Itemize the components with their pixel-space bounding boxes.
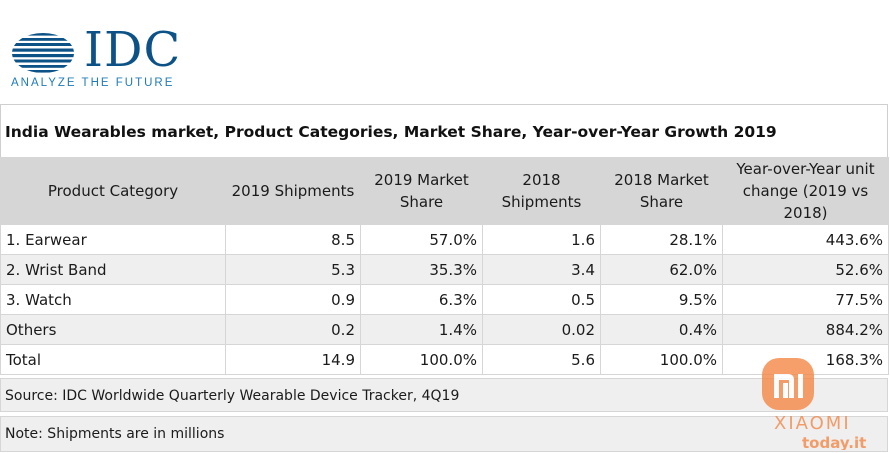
table-cell: 1. Earwear <box>0 224 226 255</box>
table-cell: 57.0% <box>360 224 483 255</box>
column-header: 2019 Shipments <box>225 157 361 225</box>
table-cell: 100.0% <box>600 344 723 375</box>
table-cell: 28.1% <box>600 224 723 255</box>
table-cell: 443.6% <box>722 224 889 255</box>
column-header: Product Category <box>0 157 226 225</box>
table-row: 3. Watch 0.9 6.3% 0.5 9.5% 77.5% <box>0 284 889 315</box>
table-row: 1. Earwear 8.5 57.0% 1.6 28.1% 443.6% <box>0 224 889 255</box>
table-cell: 0.9 <box>225 284 361 315</box>
table-title: India Wearables market, Product Categori… <box>5 123 777 141</box>
table-cell: 3. Watch <box>0 284 226 315</box>
watermark-site: today.it <box>802 434 866 450</box>
table-title-bar: India Wearables market, Product Categori… <box>0 104 888 158</box>
table-cell: 62.0% <box>600 254 723 285</box>
table-row: Others 0.2 1.4% 0.02 0.4% 884.2% <box>0 314 889 345</box>
table-cell: 35.3% <box>360 254 483 285</box>
table-cell: 0.2 <box>225 314 361 345</box>
idc-globe-icon <box>12 33 74 73</box>
table-cell: 5.3 <box>225 254 361 285</box>
table-cell: 3.4 <box>482 254 601 285</box>
table-cell: 77.5% <box>722 284 889 315</box>
logo-wordmark: IDC <box>84 22 182 78</box>
table-cell: 0.02 <box>482 314 601 345</box>
logo-tagline: ANALYZE THE FUTURE <box>11 77 175 89</box>
table-cell: 14.9 <box>225 344 361 375</box>
idc-logo: IDC ANALYZE THE FUTURE <box>0 0 890 104</box>
table-row: 2. Wrist Band 5.3 35.3% 3.4 62.0% 52.6% <box>0 254 889 285</box>
column-header: 2018 Market Share <box>600 157 723 225</box>
table-cell: Total <box>0 344 226 375</box>
table-cell: 100.0% <box>360 344 483 375</box>
table-row-total: Total 14.9 100.0% 5.6 100.0% 168.3% <box>0 344 889 375</box>
table-cell: 1.4% <box>360 314 483 345</box>
column-header: 2018 Shipments <box>482 157 601 225</box>
table-cell: 1.6 <box>482 224 601 255</box>
table-cell: 2. Wrist Band <box>0 254 226 285</box>
table-cell: 6.3% <box>360 284 483 315</box>
table-cell: 884.2% <box>722 314 889 345</box>
table-cell: 0.5 <box>482 284 601 315</box>
column-header: Year-over-Year unit change (2019 vs 2018… <box>722 157 889 225</box>
column-header: 2019 Market Share <box>360 157 483 225</box>
table-cell: 0.4% <box>600 314 723 345</box>
units-note: Note: Shipments are in millions <box>0 416 888 452</box>
table-cell: 9.5% <box>600 284 723 315</box>
table-cell: Others <box>0 314 226 345</box>
table-cell: 8.5 <box>225 224 361 255</box>
watermark-brand: XIAOMI <box>774 413 851 434</box>
source-note: Source: IDC Worldwide Quarterly Wearable… <box>0 378 888 412</box>
wearables-table: Product Category 2019 Shipments 2019 Mar… <box>0 157 889 375</box>
table-header-row: Product Category 2019 Shipments 2019 Mar… <box>0 157 889 225</box>
xiaomitoday-watermark: XIAOMI today.it <box>762 358 866 450</box>
table-cell: 52.6% <box>722 254 889 285</box>
table-cell: 5.6 <box>482 344 601 375</box>
